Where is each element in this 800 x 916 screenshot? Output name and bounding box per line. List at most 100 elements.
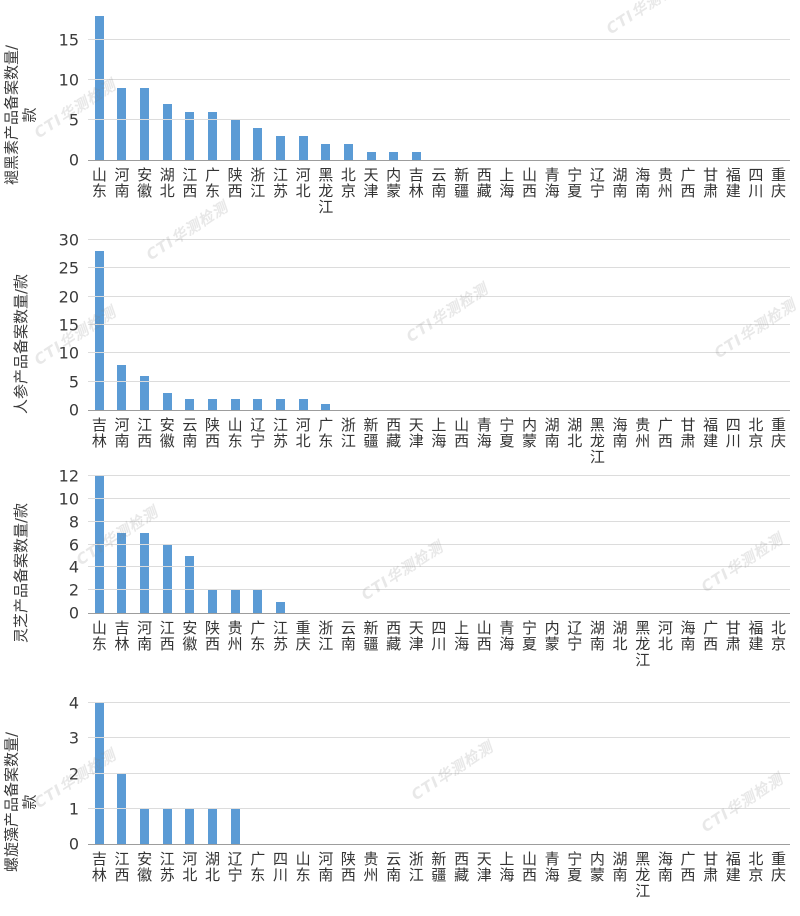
x-tick-label: 安徽 bbox=[159, 416, 175, 450]
bar-slot bbox=[88, 240, 111, 410]
x-tick-label: 西藏 bbox=[386, 416, 402, 450]
y-axis-title-text: 人参产品备案数量/款 bbox=[11, 273, 30, 414]
bar-slot bbox=[518, 476, 541, 613]
bar-slot bbox=[609, 240, 632, 410]
chart-body: 0 5 10 15 山东 河南 安徽 湖北 江西 广东 陕西 浙江 江苏 河北 黑龙江 北京 天津 内蒙 吉林 云南… bbox=[42, 0, 800, 229]
bar-slot bbox=[246, 16, 269, 160]
x-tick-label: 天津 bbox=[408, 416, 424, 450]
x-tick-label: 湖南 bbox=[612, 166, 628, 200]
x-tick-label: 广西 bbox=[680, 850, 696, 884]
x-tick-label: 海南 bbox=[657, 850, 673, 884]
x-tick-label: 福建 bbox=[748, 619, 764, 653]
x-tick-label: 河南 bbox=[114, 416, 130, 450]
bar bbox=[208, 112, 218, 160]
y-tick-label: 6 bbox=[68, 535, 79, 554]
x-tick-label: 山东 bbox=[91, 166, 107, 200]
bar bbox=[366, 152, 376, 160]
bar-slot bbox=[609, 16, 632, 160]
bar-slot bbox=[382, 240, 405, 410]
bar bbox=[140, 88, 150, 160]
bar-slot bbox=[405, 16, 428, 160]
x-tick-label: 福建 bbox=[703, 416, 719, 450]
bar-slot bbox=[269, 476, 292, 613]
bars bbox=[88, 703, 790, 844]
x-tick-label: 天津 bbox=[363, 166, 379, 200]
x-tick-label: 山东 bbox=[295, 850, 311, 884]
x-tick-label: 陕西 bbox=[205, 416, 221, 450]
x-tick-label: 青海 bbox=[544, 166, 560, 200]
bar-slot bbox=[722, 476, 745, 613]
bar-slot bbox=[586, 703, 609, 844]
bar-slot bbox=[722, 703, 745, 844]
y-tick-label: 2 bbox=[68, 580, 79, 600]
bar-slot bbox=[224, 476, 247, 613]
bar-slot bbox=[382, 476, 405, 613]
bar-slot bbox=[405, 703, 428, 844]
x-tick-label: 贵州 bbox=[635, 416, 651, 450]
y-tick-label: 5 bbox=[68, 372, 79, 392]
bar-slot bbox=[292, 703, 315, 844]
bar-slot bbox=[224, 16, 247, 160]
bar bbox=[94, 251, 104, 410]
x-tick-label: 广西 bbox=[657, 416, 673, 450]
y-tick-label: 0 bbox=[68, 834, 79, 854]
chart-body: 0 5 10 15 20 25 30 吉林 河南 江西 安徽 云南 陕西 山东 辽宁 江苏 河北 广东 浙江 新疆西… bbox=[42, 229, 800, 464]
x-tick-label: 浙江 bbox=[250, 166, 266, 200]
y-tick-label: 10 bbox=[58, 70, 79, 90]
bar-slot bbox=[405, 476, 428, 613]
x-tick-label: 重庆 bbox=[295, 619, 311, 653]
x-tick-label: 广西 bbox=[680, 166, 696, 200]
x-tick-label: 贵州 bbox=[657, 166, 673, 200]
bar-slot bbox=[631, 240, 654, 410]
bar-slot bbox=[428, 16, 451, 160]
bar-slot bbox=[269, 703, 292, 844]
gridline bbox=[88, 543, 790, 545]
x-tick-label: 安徽 bbox=[137, 850, 153, 884]
bar bbox=[275, 398, 285, 410]
x-tick-label: 河北 bbox=[295, 166, 311, 200]
x-tick-label: 江西 bbox=[137, 416, 153, 450]
bar bbox=[253, 590, 263, 613]
bar-slot bbox=[88, 703, 111, 844]
x-tick-label: 云南 bbox=[386, 850, 402, 884]
bar-slot bbox=[156, 703, 179, 844]
x-tick-label: 辽宁 bbox=[250, 416, 266, 450]
x-tick-label: 河南 bbox=[114, 166, 130, 200]
bar-slot bbox=[496, 703, 519, 844]
x-tick-label: 黑龙江 bbox=[318, 166, 334, 216]
x-tick-label: 海南 bbox=[635, 166, 651, 200]
chart-ginseng-registrations: 人参产品备案数量/款 0 5 10 15 20 25 30 吉林 河南 江西 安徽 云南 陕西 山东 辽宁… bbox=[0, 229, 800, 464]
bar-slot bbox=[496, 240, 519, 410]
bar-slot bbox=[201, 240, 224, 410]
bar-slot bbox=[677, 703, 700, 844]
x-tick-label: 江西 bbox=[182, 166, 198, 200]
gridline bbox=[88, 239, 790, 240]
x-tick-label: 重庆 bbox=[771, 416, 787, 450]
bar-slot bbox=[269, 16, 292, 160]
x-tick-label: 吉林 bbox=[114, 619, 130, 653]
x-tick-label: 广东 bbox=[250, 619, 266, 653]
bar bbox=[208, 808, 218, 844]
x-tick-label: 湖北 bbox=[567, 416, 583, 450]
bar-slot bbox=[405, 240, 428, 410]
x-tick-label: 山东 bbox=[227, 416, 243, 450]
bar-slot bbox=[631, 16, 654, 160]
bar-slot bbox=[292, 476, 315, 613]
bar-slot bbox=[450, 476, 473, 613]
x-tick-label: 甘肃 bbox=[680, 416, 696, 450]
bar-slot bbox=[609, 476, 632, 613]
x-tick-label: 云南 bbox=[340, 619, 356, 653]
bar-slot bbox=[654, 703, 677, 844]
bar-slot bbox=[269, 240, 292, 410]
bar-slot bbox=[156, 16, 179, 160]
bar-slot bbox=[133, 16, 156, 160]
x-tick-label: 河南 bbox=[137, 619, 153, 653]
bar-slot bbox=[360, 240, 383, 410]
x-tick-label: 四川 bbox=[272, 850, 288, 884]
bar bbox=[140, 808, 150, 844]
x-tick-label: 海南 bbox=[680, 619, 696, 653]
x-tick-label: 内蒙 bbox=[521, 416, 537, 450]
gridline bbox=[88, 380, 790, 382]
bar-slot bbox=[337, 476, 360, 613]
y-tick-label: 4 bbox=[68, 557, 79, 577]
